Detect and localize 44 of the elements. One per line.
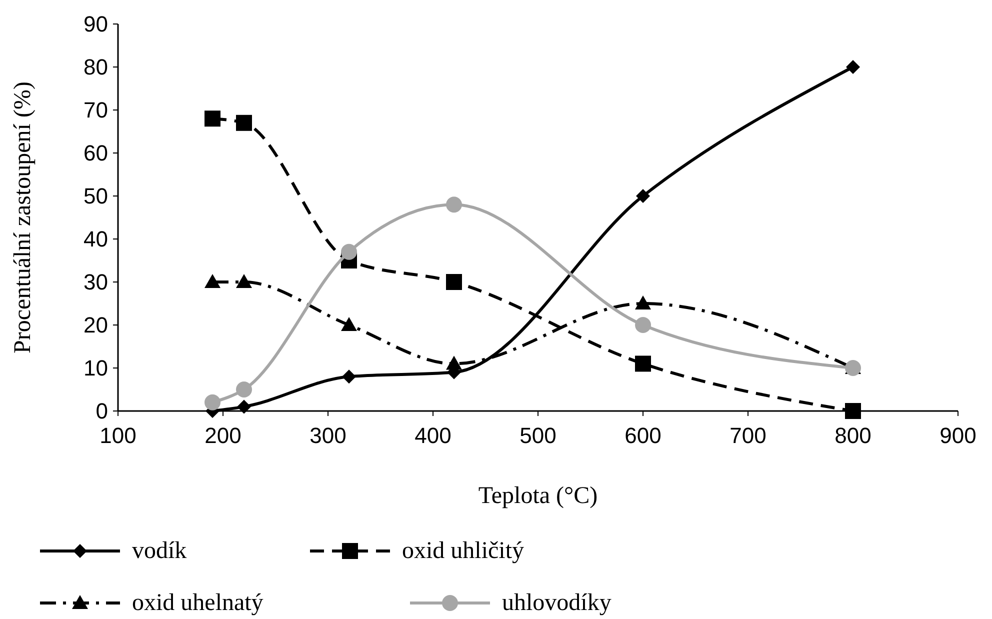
x-tick-label: 500 xyxy=(520,423,556,448)
point xyxy=(636,189,650,203)
x-tick-label: 600 xyxy=(624,423,662,448)
point xyxy=(635,317,651,333)
x-tick-label: 900 xyxy=(940,423,976,448)
point xyxy=(446,274,462,290)
point xyxy=(236,114,252,131)
y-tick-label: 60 xyxy=(84,140,108,166)
y-tick-label: 80 xyxy=(84,54,108,80)
legend-label: oxid uhličitý xyxy=(402,538,524,564)
legend-label: uhlovodíky xyxy=(502,590,612,616)
point xyxy=(204,394,220,410)
point xyxy=(635,296,651,310)
y-axis-title: Procentuální zastoupení (%) xyxy=(10,82,36,354)
x-tick-label: 700 xyxy=(730,423,766,448)
y-tick-label: 40 xyxy=(84,226,108,252)
point xyxy=(237,400,251,414)
x-tick-label: 400 xyxy=(414,423,452,448)
x-tick-label: 200 xyxy=(204,423,242,448)
point xyxy=(341,317,357,331)
x-tick-label: 800 xyxy=(834,423,872,448)
point xyxy=(342,370,356,384)
point xyxy=(635,356,651,372)
x-tick-label: 100 xyxy=(100,423,136,448)
y-tick-label: 10 xyxy=(84,356,108,381)
legend-label: oxid uhelnatý xyxy=(132,590,264,616)
point xyxy=(341,244,357,260)
y-tick-label: 90 xyxy=(84,12,108,37)
y-tick-label: 30 xyxy=(84,270,108,295)
point xyxy=(236,382,252,398)
point xyxy=(446,196,462,213)
y-tick-label: 70 xyxy=(84,98,108,123)
point xyxy=(846,60,860,74)
x-tick-label: 300 xyxy=(310,423,346,448)
legend-label: vodík xyxy=(132,538,187,564)
x-axis-title: Teplota (°C) xyxy=(478,483,598,509)
y-tick-label: 20 xyxy=(84,312,108,338)
point xyxy=(204,274,220,288)
point xyxy=(845,403,861,419)
point xyxy=(446,356,462,370)
y-tick-label: 50 xyxy=(84,184,108,209)
point xyxy=(204,110,220,127)
point xyxy=(236,274,252,288)
y-tick-label: 0 xyxy=(96,398,108,424)
